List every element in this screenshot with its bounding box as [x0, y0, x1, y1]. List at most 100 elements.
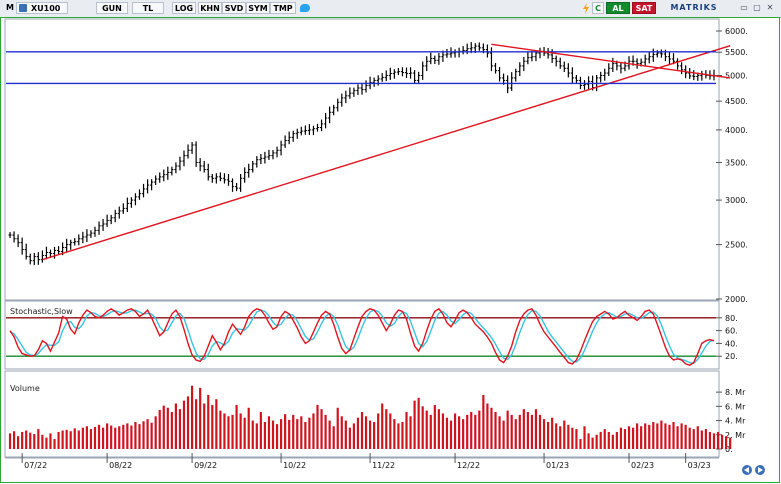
chart-toolbar: M XU100 GUN TL LOG KHN SVD SYM TMP C AL … — [0, 0, 781, 18]
volume-bar — [130, 425, 133, 449]
price-bar — [340, 93, 344, 107]
price-bar — [24, 243, 28, 260]
currency-button[interactable]: TL — [132, 2, 164, 14]
price-bar — [675, 58, 680, 70]
stochastic-tick-label: 20. — [725, 352, 738, 361]
price-bar — [465, 43, 469, 55]
volume-bar — [373, 421, 376, 449]
price-bar — [56, 246, 61, 255]
volume-bars — [8, 385, 732, 449]
volume-bar — [223, 413, 226, 449]
volume-bar — [672, 421, 675, 449]
svd-button[interactable]: SVD — [222, 2, 246, 14]
volume-bar — [89, 429, 93, 449]
twitter-icon[interactable] — [300, 4, 310, 12]
period-button[interactable]: GUN — [96, 2, 128, 14]
volume-bar — [708, 431, 712, 449]
volume-bar — [575, 429, 578, 449]
volume-bar — [195, 399, 198, 449]
price-bar — [643, 54, 647, 66]
stochastic-title: Stochastic,Slow — [10, 307, 73, 316]
volume-bar — [211, 404, 214, 449]
tmp-button[interactable]: TMP — [270, 2, 296, 14]
volume-bar — [146, 419, 149, 449]
volume-bar — [482, 394, 485, 449]
price-bar — [89, 230, 93, 238]
minimize-icon[interactable]: ▭ — [740, 3, 748, 12]
volume-bar — [530, 414, 534, 449]
price-bar — [93, 226, 97, 237]
volume-bar — [97, 424, 101, 449]
close-icon[interactable]: ✕ — [766, 3, 774, 12]
price-bar — [65, 238, 69, 252]
volume-bar — [77, 430, 80, 449]
maximize-icon[interactable]: ▢ — [753, 3, 761, 12]
chart-area[interactable]: 6000. 5500. 5000. 4500. 4000. 3500. 3000. 2500.… — [0, 17, 781, 484]
price-bar — [603, 68, 607, 81]
price-bar — [77, 234, 81, 246]
price-bar — [627, 56, 631, 70]
price-bar — [255, 156, 259, 168]
volume-bar — [506, 410, 509, 449]
price-bar — [36, 252, 40, 265]
volume-bar — [243, 417, 246, 449]
scroll-controls[interactable] — [742, 465, 765, 475]
price-bar — [198, 158, 202, 172]
volume-bar — [619, 427, 623, 449]
volume-bar — [57, 431, 60, 449]
volume-bar — [336, 407, 339, 449]
price-bar — [546, 48, 550, 59]
mode-label[interactable]: M — [6, 3, 14, 12]
sym-button[interactable]: SYM — [246, 2, 270, 14]
khn-button[interactable]: KHN — [198, 2, 222, 14]
price-bar — [457, 47, 461, 58]
volume-bar — [716, 431, 720, 449]
buy-button[interactable]: AL — [606, 2, 630, 14]
price-bar — [182, 150, 186, 167]
volume-bar — [457, 416, 461, 449]
price-bar — [408, 67, 413, 79]
volume-bar — [312, 413, 315, 449]
volume-bar — [304, 421, 307, 449]
price-bar — [453, 49, 457, 58]
price-bar — [566, 63, 570, 78]
log-button[interactable]: LOG — [172, 2, 196, 14]
price-bar — [154, 175, 158, 186]
price-bar — [526, 52, 530, 65]
volume-bar — [623, 429, 627, 449]
volume-bar — [389, 413, 392, 449]
panel-frames — [0, 17, 780, 483]
sell-button[interactable]: SAT — [632, 2, 656, 14]
volume-tick-label: 0. — [725, 445, 733, 454]
volume-bar — [126, 423, 129, 449]
volume-bar — [385, 409, 388, 449]
price-bar — [251, 160, 255, 173]
price-bar — [275, 146, 279, 158]
symbol-selector[interactable]: XU100 — [16, 2, 68, 14]
volume-bar — [61, 430, 64, 449]
volume-bar — [332, 426, 335, 449]
price-tick-label: 2000. — [725, 295, 748, 304]
price-bar — [295, 128, 299, 139]
date-tick-label: 03/23 — [688, 461, 711, 470]
price-bar — [194, 141, 198, 167]
volume-bar — [648, 424, 651, 449]
volume-bar — [381, 403, 384, 449]
volume-bar — [611, 434, 614, 449]
volume-bar — [231, 414, 234, 449]
volume-bar — [660, 420, 663, 449]
volume-bar — [316, 404, 319, 449]
volume-bar — [627, 426, 631, 449]
price-bar — [247, 163, 251, 178]
volume-bar — [186, 396, 190, 449]
price-bar — [101, 218, 105, 231]
lightning-icon[interactable] — [582, 3, 590, 14]
volume-bar — [421, 406, 424, 449]
volume-bar — [324, 414, 327, 449]
date-tick-label: 12/22 — [457, 461, 480, 470]
c-button[interactable]: C — [592, 2, 604, 14]
price-bar — [69, 239, 73, 250]
volume-bar — [563, 420, 566, 449]
volume-bar — [49, 433, 52, 449]
volume-bar — [247, 407, 250, 449]
